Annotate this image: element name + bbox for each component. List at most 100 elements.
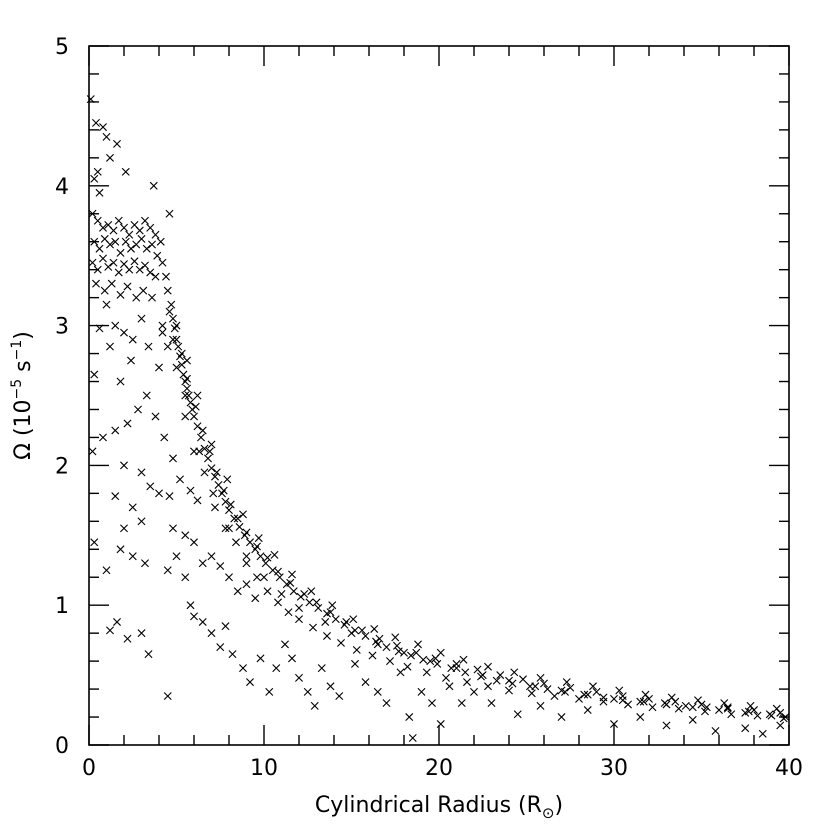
data-point <box>349 615 358 624</box>
data-point <box>128 552 137 561</box>
data-point <box>177 349 186 358</box>
data-point <box>309 623 317 632</box>
data-point <box>335 692 344 701</box>
data-point <box>211 503 219 512</box>
data-point <box>151 230 160 239</box>
data-point <box>113 139 121 148</box>
data-point <box>461 668 470 677</box>
data-point <box>284 608 293 617</box>
data-point <box>599 697 608 706</box>
data-point <box>151 412 160 421</box>
data-point <box>648 703 657 712</box>
data-point <box>165 307 174 316</box>
data-point <box>190 538 198 547</box>
data-point <box>111 321 120 330</box>
data-point <box>667 693 676 702</box>
data-point <box>268 566 277 575</box>
data-point <box>419 655 428 664</box>
data-point <box>235 522 244 531</box>
data-point <box>99 223 107 232</box>
data-point <box>191 402 200 411</box>
data-point <box>681 701 690 710</box>
data-point <box>137 517 146 526</box>
data-point <box>205 447 214 456</box>
data-point <box>183 356 191 365</box>
data-point <box>417 687 426 696</box>
data-point <box>158 328 167 337</box>
data-point <box>135 265 144 274</box>
data-point <box>281 640 289 649</box>
data-point <box>702 703 711 712</box>
data-point <box>396 668 405 677</box>
data-point <box>172 335 181 344</box>
data-point <box>758 729 767 738</box>
data-points <box>86 95 790 742</box>
data-point <box>137 468 146 477</box>
data-point <box>459 655 468 664</box>
data-point <box>347 629 356 638</box>
data-point <box>232 538 240 547</box>
data-point <box>639 697 648 706</box>
data-point <box>176 475 184 484</box>
data-point <box>753 711 762 720</box>
data-point <box>242 552 251 561</box>
data-point <box>312 598 321 607</box>
data-point <box>615 686 624 695</box>
data-point <box>120 223 128 232</box>
data-point <box>120 461 128 470</box>
data-point <box>527 689 536 698</box>
data-point <box>505 676 513 685</box>
data-point <box>711 727 720 736</box>
data-point <box>272 664 281 673</box>
data-point <box>125 265 134 274</box>
data-point <box>116 545 125 554</box>
data-point <box>137 234 146 243</box>
data-point <box>323 631 331 640</box>
data-point <box>221 497 230 506</box>
data-point <box>155 363 163 372</box>
data-point <box>256 654 265 663</box>
data-point <box>303 687 312 696</box>
data-point <box>174 342 183 351</box>
data-point <box>583 706 592 715</box>
data-point <box>277 590 286 599</box>
data-point <box>207 552 216 561</box>
data-point <box>172 363 181 372</box>
data-point <box>310 701 319 710</box>
data-point <box>426 657 435 666</box>
data-point <box>142 244 151 253</box>
data-point <box>225 573 233 582</box>
data-point <box>254 534 263 543</box>
data-point <box>204 454 212 463</box>
data-point <box>326 682 335 691</box>
data-point <box>361 678 370 687</box>
data-point <box>442 673 450 682</box>
data-point <box>767 711 776 720</box>
data-point <box>141 559 149 568</box>
x-tick-label: 20 <box>425 756 453 781</box>
data-point <box>163 286 172 295</box>
data-point <box>113 617 121 626</box>
data-point <box>370 624 379 633</box>
data-point <box>198 559 207 568</box>
data-point <box>314 604 323 612</box>
data-point <box>478 671 487 680</box>
data-point <box>536 701 545 710</box>
data-point <box>163 342 172 351</box>
data-point <box>121 237 130 246</box>
data-point <box>337 638 345 647</box>
data-point <box>95 188 104 197</box>
data-point <box>169 335 177 344</box>
data-point <box>405 713 414 722</box>
data-point <box>307 587 316 596</box>
data-point <box>99 254 107 263</box>
data-point <box>256 552 265 561</box>
data-point <box>123 634 132 643</box>
data-point <box>153 251 162 260</box>
data-point <box>321 617 330 626</box>
x-axis-title: Cylindrical Radius (R⊙) <box>315 793 563 822</box>
data-point <box>111 492 120 501</box>
data-point <box>274 598 282 607</box>
data-point <box>741 724 750 733</box>
data-point <box>408 734 417 742</box>
